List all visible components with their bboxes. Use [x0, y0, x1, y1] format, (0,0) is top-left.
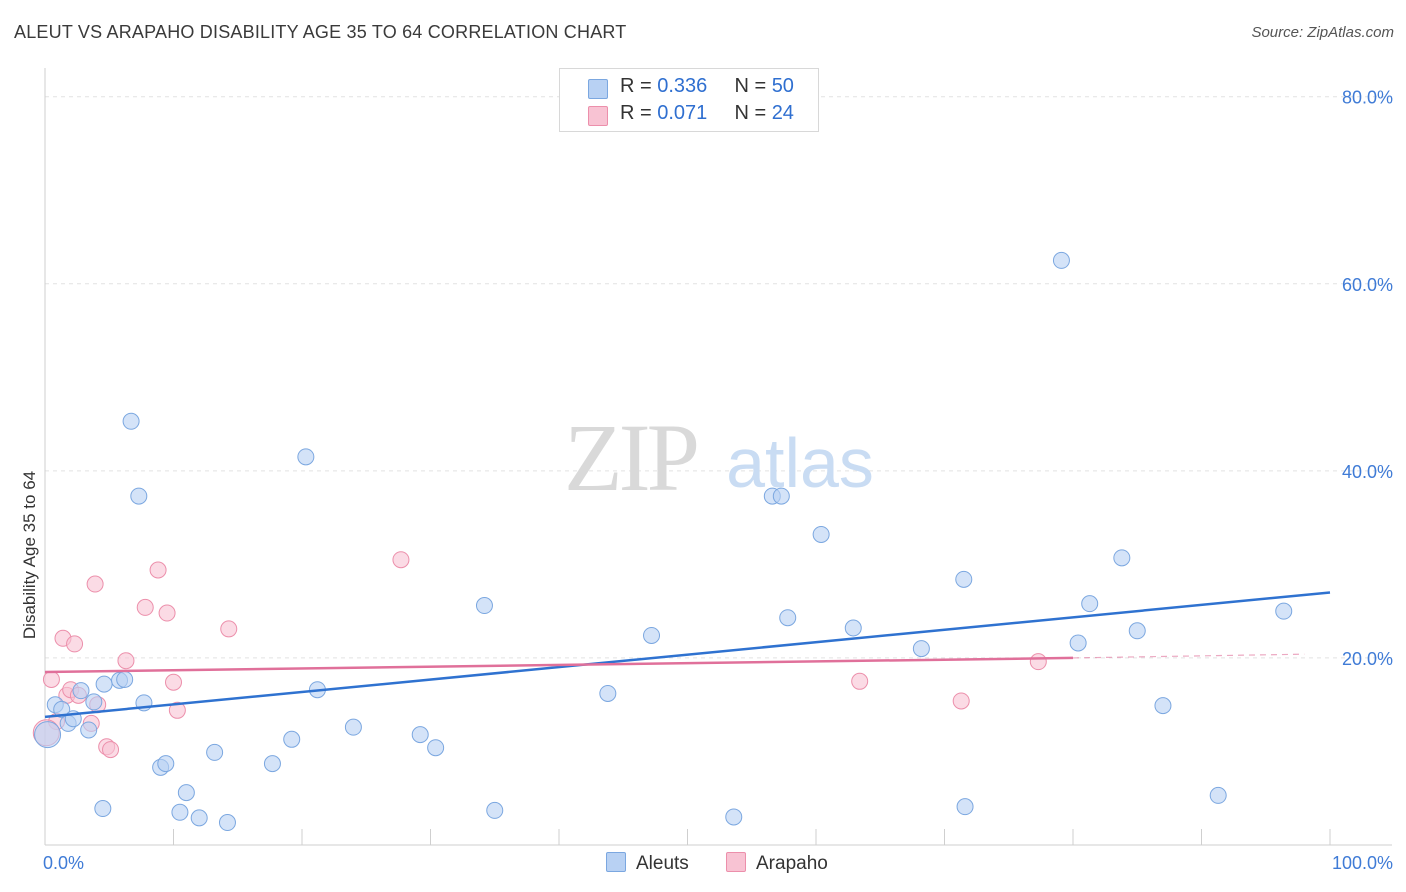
arapaho-points: [32, 551, 1047, 759]
aleuts-point: [772, 487, 790, 505]
aleuts-point: [94, 800, 112, 818]
aleuts-point: [218, 814, 236, 832]
aleuts-point: [599, 684, 617, 702]
aleuts-point: [116, 670, 134, 688]
bottom-legend-label-arapaho: Arapaho: [756, 853, 828, 874]
aleuts-point: [812, 525, 830, 543]
aleuts-point: [912, 640, 930, 658]
aleuts-point: [72, 682, 90, 700]
aleuts-point: [1209, 786, 1227, 804]
axes: [44, 68, 1392, 846]
legend-swatch-arapaho: [588, 106, 608, 126]
aleuts-point: [206, 743, 224, 761]
arapaho-point: [1029, 653, 1047, 671]
legend-r-label: R =: [620, 75, 658, 97]
aleuts-point: [283, 730, 301, 748]
aleuts-points: [34, 251, 1293, 832]
arapaho-point: [66, 635, 84, 653]
legend-r-value: 0.336: [657, 75, 708, 97]
watermark-zip: ZIP: [564, 404, 697, 511]
legend-n-value: 24: [771, 102, 794, 124]
arapaho-point: [86, 575, 104, 593]
aleuts-trend-line: [44, 591, 1331, 719]
aleuts-point: [1069, 634, 1087, 652]
legend-swatch-aleuts: [588, 79, 608, 99]
arapaho-trend-extension: [1072, 653, 1305, 659]
aleuts-point: [779, 609, 797, 627]
y-tick-label: 60.0%: [1342, 275, 1393, 295]
aleuts-point: [411, 726, 429, 744]
arapaho-point: [952, 692, 970, 710]
aleuts-point: [1113, 549, 1131, 567]
aleuts-point: [955, 570, 973, 588]
aleuts-point: [643, 626, 661, 644]
aleuts-point: [1275, 602, 1293, 620]
legend-r-label: R =: [620, 102, 658, 124]
aleuts-point: [53, 700, 71, 718]
aleuts-point: [171, 803, 189, 821]
arapaho-point: [392, 551, 410, 569]
aleuts-point: [475, 597, 493, 615]
x-tick-label: 100.0%: [1332, 853, 1393, 873]
legend-text-aleuts: R = 0.336 N = 50: [620, 75, 794, 98]
legend-stats: R = 0.336 N = 50 R = 0.071 N = 24: [559, 68, 819, 132]
legend-text-arapaho: R = 0.071 N = 24: [620, 102, 794, 125]
watermark-atlas: atlas: [726, 424, 874, 502]
arapaho-point: [220, 620, 238, 638]
bottom-legend-label-aleuts: Aleuts: [636, 853, 689, 874]
aleuts-point: [844, 619, 862, 637]
bottom-legend-arapaho: Arapaho: [726, 852, 828, 875]
arapaho-point: [136, 598, 154, 616]
arapaho-point: [117, 652, 135, 670]
grid-lines: [45, 96, 1392, 659]
arapaho-point: [165, 673, 182, 691]
bottom-legend-swatch-aleuts: [606, 852, 626, 872]
aleuts-point: [190, 809, 208, 827]
aleuts-point: [1128, 622, 1146, 640]
tick-labels: 20.0% 40.0% 60.0% 80.0% 0.0% 100.0%: [43, 88, 1393, 873]
trend-lines: [44, 591, 1331, 719]
arapaho-trend-line: [44, 656, 1074, 674]
legend-r-value: 0.071: [657, 102, 708, 124]
aleuts-point: [130, 487, 148, 505]
source-label: Source: ZipAtlas.com: [1251, 24, 1394, 41]
bottom-legend-aleuts: Aleuts: [606, 852, 689, 875]
legend-n-value: 50: [771, 75, 794, 97]
aleuts-point: [427, 739, 445, 757]
aleuts-point: [344, 718, 362, 736]
aleuts-point: [1052, 251, 1070, 269]
watermark: ZIP atlas: [564, 404, 874, 511]
chart-title: ALEUT VS ARAPAHO DISABILITY AGE 35 TO 64…: [14, 22, 627, 42]
y-tick-label: 80.0%: [1342, 88, 1393, 108]
y-tick-label: 20.0%: [1342, 649, 1393, 669]
aleuts-point: [122, 412, 140, 430]
aleuts-point: [725, 808, 743, 826]
y-tick-label: 40.0%: [1342, 462, 1393, 482]
arapaho-point: [102, 741, 120, 759]
arapaho-point: [168, 701, 186, 719]
aleuts-point: [80, 721, 98, 739]
y-axis-label: Disability Age 35 to 64: [20, 387, 40, 639]
aleuts-point: [95, 675, 113, 693]
arapaho-point: [42, 670, 60, 688]
legend-n-label: N =: [734, 75, 772, 97]
aleuts-point: [1154, 697, 1172, 715]
aleuts-point: [1081, 595, 1099, 613]
bottom-legend-swatch-arapaho: [726, 852, 746, 872]
arapaho-point: [149, 561, 167, 579]
aleuts-point: [177, 784, 195, 802]
aleuts-point: [297, 448, 315, 466]
x-tick-label: 0.0%: [43, 853, 84, 873]
aleuts-point: [956, 798, 974, 816]
legend-n-label: N =: [734, 102, 772, 124]
arapaho-point: [158, 604, 176, 622]
aleuts-point: [85, 693, 103, 711]
arapaho-point: [851, 672, 869, 690]
aleuts-point: [34, 721, 62, 749]
aleuts-point: [157, 755, 175, 773]
aleuts-point: [486, 801, 504, 819]
aleuts-point: [263, 755, 281, 773]
y-axis-label-text: Disability Age 35 to 64: [20, 470, 39, 640]
